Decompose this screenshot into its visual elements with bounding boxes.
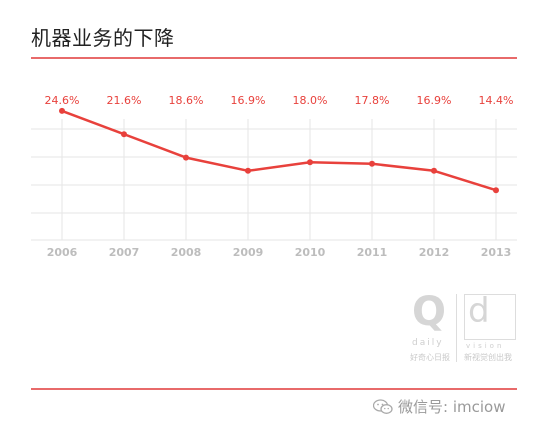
logo-separator bbox=[456, 294, 457, 362]
logo-d-sub: vision bbox=[466, 342, 505, 350]
logo-d: d bbox=[468, 291, 490, 331]
wechat-icon bbox=[372, 398, 393, 415]
data-point-2012 bbox=[431, 167, 437, 174]
x-tick-label-2007: 2007 bbox=[109, 246, 140, 259]
wechat-id-text: 微信号: imciow bbox=[398, 398, 506, 416]
data-point-2009 bbox=[245, 167, 251, 174]
series-line-group bbox=[59, 107, 499, 194]
series-line bbox=[60, 109, 498, 192]
data-point-2013 bbox=[493, 187, 499, 194]
x-tick-label-2009: 2009 bbox=[233, 246, 264, 259]
footer-divider bbox=[31, 388, 517, 390]
data-point-2006 bbox=[59, 107, 65, 114]
logo-q: Q bbox=[412, 289, 447, 335]
chart-title: 机器业务的下降 bbox=[31, 26, 175, 50]
data-point-2011 bbox=[369, 160, 375, 167]
x-tick-label-2013: 2013 bbox=[481, 246, 512, 259]
logo-grid-box bbox=[464, 294, 516, 340]
data-point-2007 bbox=[121, 131, 127, 138]
data-label-2012: 16.9% bbox=[417, 94, 452, 107]
logo-d-cn: 新视觉创出我 bbox=[464, 353, 512, 362]
wechat-footer: 微信号: imciow bbox=[372, 396, 506, 417]
logo-q-cn: 好奇心日报 bbox=[410, 353, 450, 362]
data-point-2010 bbox=[307, 159, 313, 166]
x-tick-label-2010: 2010 bbox=[295, 246, 326, 259]
data-label-2007: 21.6% bbox=[107, 94, 142, 107]
data-label-2011: 17.8% bbox=[355, 94, 390, 107]
data-label-2013: 14.4% bbox=[479, 94, 514, 107]
data-label-2006: 24.6% bbox=[45, 94, 80, 107]
x-axis-ticks: 2006 2007 2008 2009 2010 2011 2012 2013 bbox=[47, 246, 512, 259]
x-tick-label-2008: 2008 bbox=[171, 246, 202, 259]
data-labels: 24.6% 21.6% 18.6% 16.9% 18.0% 17.8% 16.9% 14.4% bbox=[45, 94, 514, 107]
x-tick-label-2006: 2006 bbox=[47, 246, 78, 259]
logo-q-sub: daily bbox=[412, 338, 444, 348]
watermark-logo: Q daily 好奇心日报 d vision 新视觉创出我 bbox=[410, 292, 522, 370]
data-label-2008: 18.6% bbox=[169, 94, 204, 107]
chart-grid bbox=[31, 119, 517, 241]
title-divider bbox=[31, 57, 517, 59]
x-tick-label-2012: 2012 bbox=[419, 246, 450, 259]
data-point-2008 bbox=[183, 154, 189, 161]
data-label-2010: 18.0% bbox=[293, 94, 328, 107]
data-label-2009: 16.9% bbox=[231, 94, 266, 107]
x-tick-label-2011: 2011 bbox=[357, 246, 388, 259]
